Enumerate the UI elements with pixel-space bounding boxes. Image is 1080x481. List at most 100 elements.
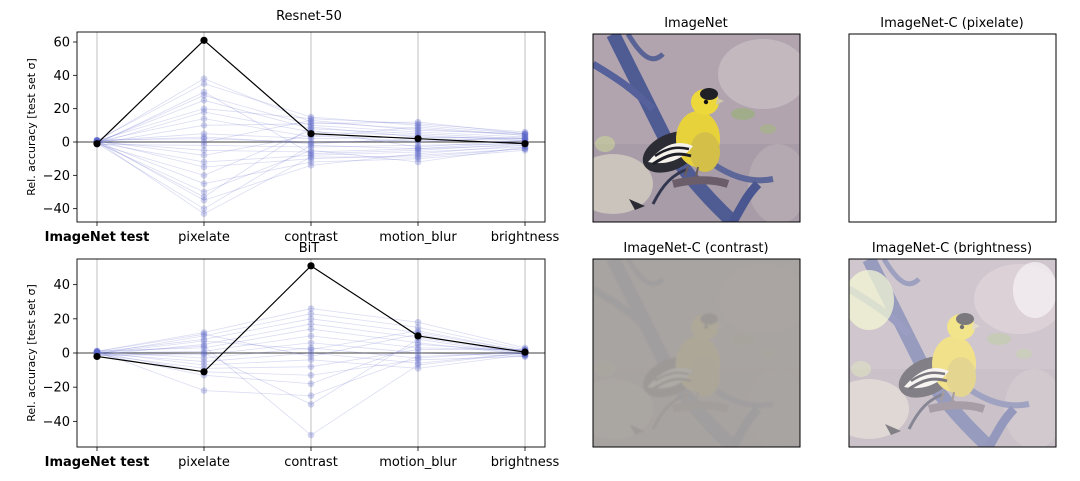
pixelate-title: ImageNet-C (pixelate) xyxy=(880,16,1023,31)
background-point-20-3 xyxy=(414,153,422,161)
imagenet-bird-image xyxy=(573,34,808,224)
y-tick-label-1: −20 xyxy=(43,169,70,184)
background-point-22-2 xyxy=(307,140,315,147)
background-series-line-13 xyxy=(96,350,526,397)
background-point-23-1 xyxy=(200,88,208,96)
background-point-15-1 xyxy=(200,172,208,179)
background-point-15-2 xyxy=(307,431,315,439)
background-point-16-1 xyxy=(200,180,208,187)
background-point-4-2 xyxy=(307,325,315,333)
y-axis-label: Rel. accuracy [test set σ] xyxy=(25,58,38,196)
highlight-point-4 xyxy=(521,348,529,356)
highlight-point-0 xyxy=(93,140,101,148)
background-series-line-3 xyxy=(96,99,526,143)
background-point-2-1 xyxy=(200,92,208,99)
highlight-point-3 xyxy=(414,332,422,340)
background-point-14-1 xyxy=(200,163,208,171)
background-point-9-2 xyxy=(307,356,315,364)
background-point-14-4 xyxy=(521,145,529,152)
background-point-4-3 xyxy=(414,339,422,347)
background-point-5-2 xyxy=(307,332,315,340)
background-point-2-3 xyxy=(414,128,422,136)
background-point-17-1 xyxy=(200,330,208,338)
y-tick-label-5: 60 xyxy=(53,36,70,51)
background-point-17-3 xyxy=(414,158,422,166)
background-point-18-2 xyxy=(307,162,315,169)
background-point-10-2 xyxy=(307,143,315,151)
background-point-1-3 xyxy=(414,122,422,129)
background-point-0-1 xyxy=(200,329,208,336)
background-point-0-2 xyxy=(307,118,315,126)
background-point-15-1 xyxy=(200,342,208,350)
background-point-8-4 xyxy=(521,135,529,142)
background-series-line-4 xyxy=(96,108,526,142)
background-point-5-3 xyxy=(414,344,422,352)
bottom-chart: −40 −20 0 20 40 ImageNet test pixelate contrast… xyxy=(25,258,560,470)
background-point-11-1 xyxy=(200,147,208,154)
background-point-1-2 xyxy=(307,310,315,317)
background-series-line-16 xyxy=(96,141,526,185)
y-tick-label-3: 20 xyxy=(53,102,70,117)
background-point-10-3 xyxy=(414,346,422,353)
background-point-9-1 xyxy=(200,135,208,142)
background-point-17-1 xyxy=(200,188,208,196)
background-point-8-1 xyxy=(200,130,208,137)
background-point-7-4 xyxy=(521,130,529,137)
background-point-9-2 xyxy=(307,138,315,146)
background-point-16-3 xyxy=(414,327,422,335)
background-point-8-2 xyxy=(307,349,315,357)
x-tick-label-4: brightness xyxy=(491,230,560,245)
background-point-16-3 xyxy=(414,155,422,162)
pixelate-bird-image xyxy=(829,34,1064,224)
background-point-6-1 xyxy=(200,351,208,359)
background-point-3-4 xyxy=(521,135,529,142)
background-point-20-2 xyxy=(307,153,315,161)
background-series-line-0 xyxy=(96,78,526,142)
imagenet-title: ImageNet xyxy=(664,16,728,31)
background-point-7-3 xyxy=(414,354,422,362)
background-point-3-2 xyxy=(307,320,315,328)
background-point-4-0 xyxy=(93,347,101,355)
background-point-13-1 xyxy=(200,158,208,166)
x-tick-label-2: contrast xyxy=(284,230,338,245)
background-point-7-1 xyxy=(200,354,208,362)
background-point-5-1 xyxy=(200,108,208,116)
background-series-line-12 xyxy=(96,344,526,385)
background-point-7-1 xyxy=(200,122,208,129)
background-point-7-2 xyxy=(307,120,315,127)
background-series-group xyxy=(93,305,529,439)
background-point-2-4 xyxy=(521,133,529,141)
background-point-15-3 xyxy=(414,361,422,369)
y-tick-label-0: −40 xyxy=(43,415,70,430)
contrast-bird-image xyxy=(593,259,800,447)
background-series-line-2 xyxy=(96,94,526,144)
background-point-0-0 xyxy=(93,347,101,355)
highlight-point-4 xyxy=(521,140,529,148)
background-point-3-3 xyxy=(414,130,422,137)
background-point-7-3 xyxy=(414,118,422,126)
background-series-line-22 xyxy=(96,136,526,145)
x-tick-label-3: motion_blur xyxy=(379,455,457,470)
background-point-14-1 xyxy=(200,349,208,357)
highlight-point-1 xyxy=(200,368,208,376)
background-point-3-2 xyxy=(307,125,315,132)
y-tick-label-0: −40 xyxy=(43,202,70,217)
top-chart: −40 −20 0 20 40 60 ImageNet test pixelate contra… xyxy=(25,31,560,245)
highlight-point-1 xyxy=(200,36,208,44)
background-point-8-2 xyxy=(307,135,315,142)
background-point-1-2 xyxy=(307,113,315,121)
background-point-11-3 xyxy=(414,356,422,364)
background-point-11-2 xyxy=(307,371,315,379)
background-series-line-9 xyxy=(96,351,526,369)
background-point-2-2 xyxy=(307,122,315,129)
brightness-title: ImageNet-C (brightness) xyxy=(872,241,1032,256)
background-point-18-1 xyxy=(200,197,208,204)
background-point-23-3 xyxy=(414,147,422,154)
background-point-1-3 xyxy=(414,324,422,331)
background-series-line-21 xyxy=(96,119,526,143)
contrast-title: ImageNet-C (contrast) xyxy=(623,241,768,256)
x-tick-label-2: contrast xyxy=(284,455,338,470)
background-series-line-7 xyxy=(96,121,526,144)
background-point-12-3 xyxy=(414,341,422,348)
